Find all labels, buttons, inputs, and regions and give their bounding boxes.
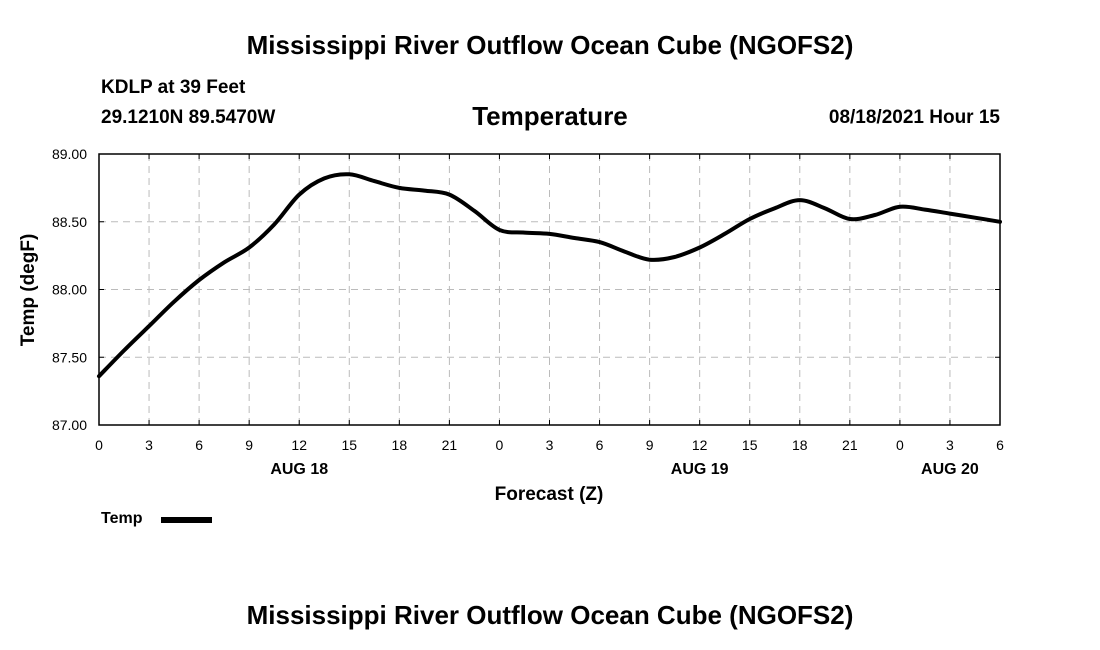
x-tick-label: 18 bbox=[792, 437, 808, 453]
y-axis-label: Temp (degF) bbox=[18, 234, 39, 347]
temp-series-line bbox=[97, 172, 1002, 379]
legend-swatch bbox=[161, 517, 212, 523]
x-tick-label: 9 bbox=[245, 437, 253, 453]
x-tick-label: 3 bbox=[145, 437, 153, 453]
station-label: KDLP at 39 Feet bbox=[101, 77, 246, 98]
x-tick-label: 21 bbox=[842, 437, 858, 453]
x-tick-label: 6 bbox=[596, 437, 604, 453]
footer-title: Mississippi River Outflow Ocean Cube (NG… bbox=[246, 600, 854, 630]
x-tick-label: 6 bbox=[996, 437, 1004, 453]
x-tick-label: 18 bbox=[392, 437, 408, 453]
x-tick-label: 9 bbox=[646, 437, 654, 453]
y-tick-label: 89.00 bbox=[52, 146, 87, 162]
x-tick-label: 12 bbox=[692, 437, 708, 453]
x-tick-label: 21 bbox=[442, 437, 458, 453]
x-tick-label: 0 bbox=[496, 437, 504, 453]
x-tick-label: 15 bbox=[742, 437, 758, 453]
legend-label: Temp bbox=[101, 510, 143, 527]
x-tick-label: 12 bbox=[291, 437, 307, 453]
y-tick-label: 87.50 bbox=[52, 349, 87, 365]
plot-frame bbox=[98, 153, 1001, 426]
x-tick-label: 15 bbox=[341, 437, 357, 453]
variable-title: Temperature bbox=[472, 101, 628, 131]
y-tick-label: 88.50 bbox=[52, 214, 87, 230]
y-tick-label: 87.00 bbox=[52, 417, 87, 433]
x-axis-label: Forecast (Z) bbox=[495, 484, 604, 505]
date-label: AUG 18 bbox=[270, 461, 328, 478]
chart-title: Mississippi River Outflow Ocean Cube (NG… bbox=[246, 30, 854, 60]
date-label: AUG 19 bbox=[671, 461, 729, 478]
x-tick-label: 3 bbox=[546, 437, 554, 453]
x-tick-label: 0 bbox=[896, 437, 904, 453]
date-label: AUG 20 bbox=[921, 461, 979, 478]
x-tick-label: 3 bbox=[946, 437, 954, 453]
x-tick-label: 6 bbox=[195, 437, 203, 453]
y-tick-label: 88.00 bbox=[52, 282, 87, 298]
forecast-datetime: 08/18/2021 Hour 15 bbox=[828, 107, 1000, 128]
station-coordinates: 29.1210N 89.5470W bbox=[101, 107, 276, 128]
x-tick-label: 0 bbox=[95, 437, 103, 453]
